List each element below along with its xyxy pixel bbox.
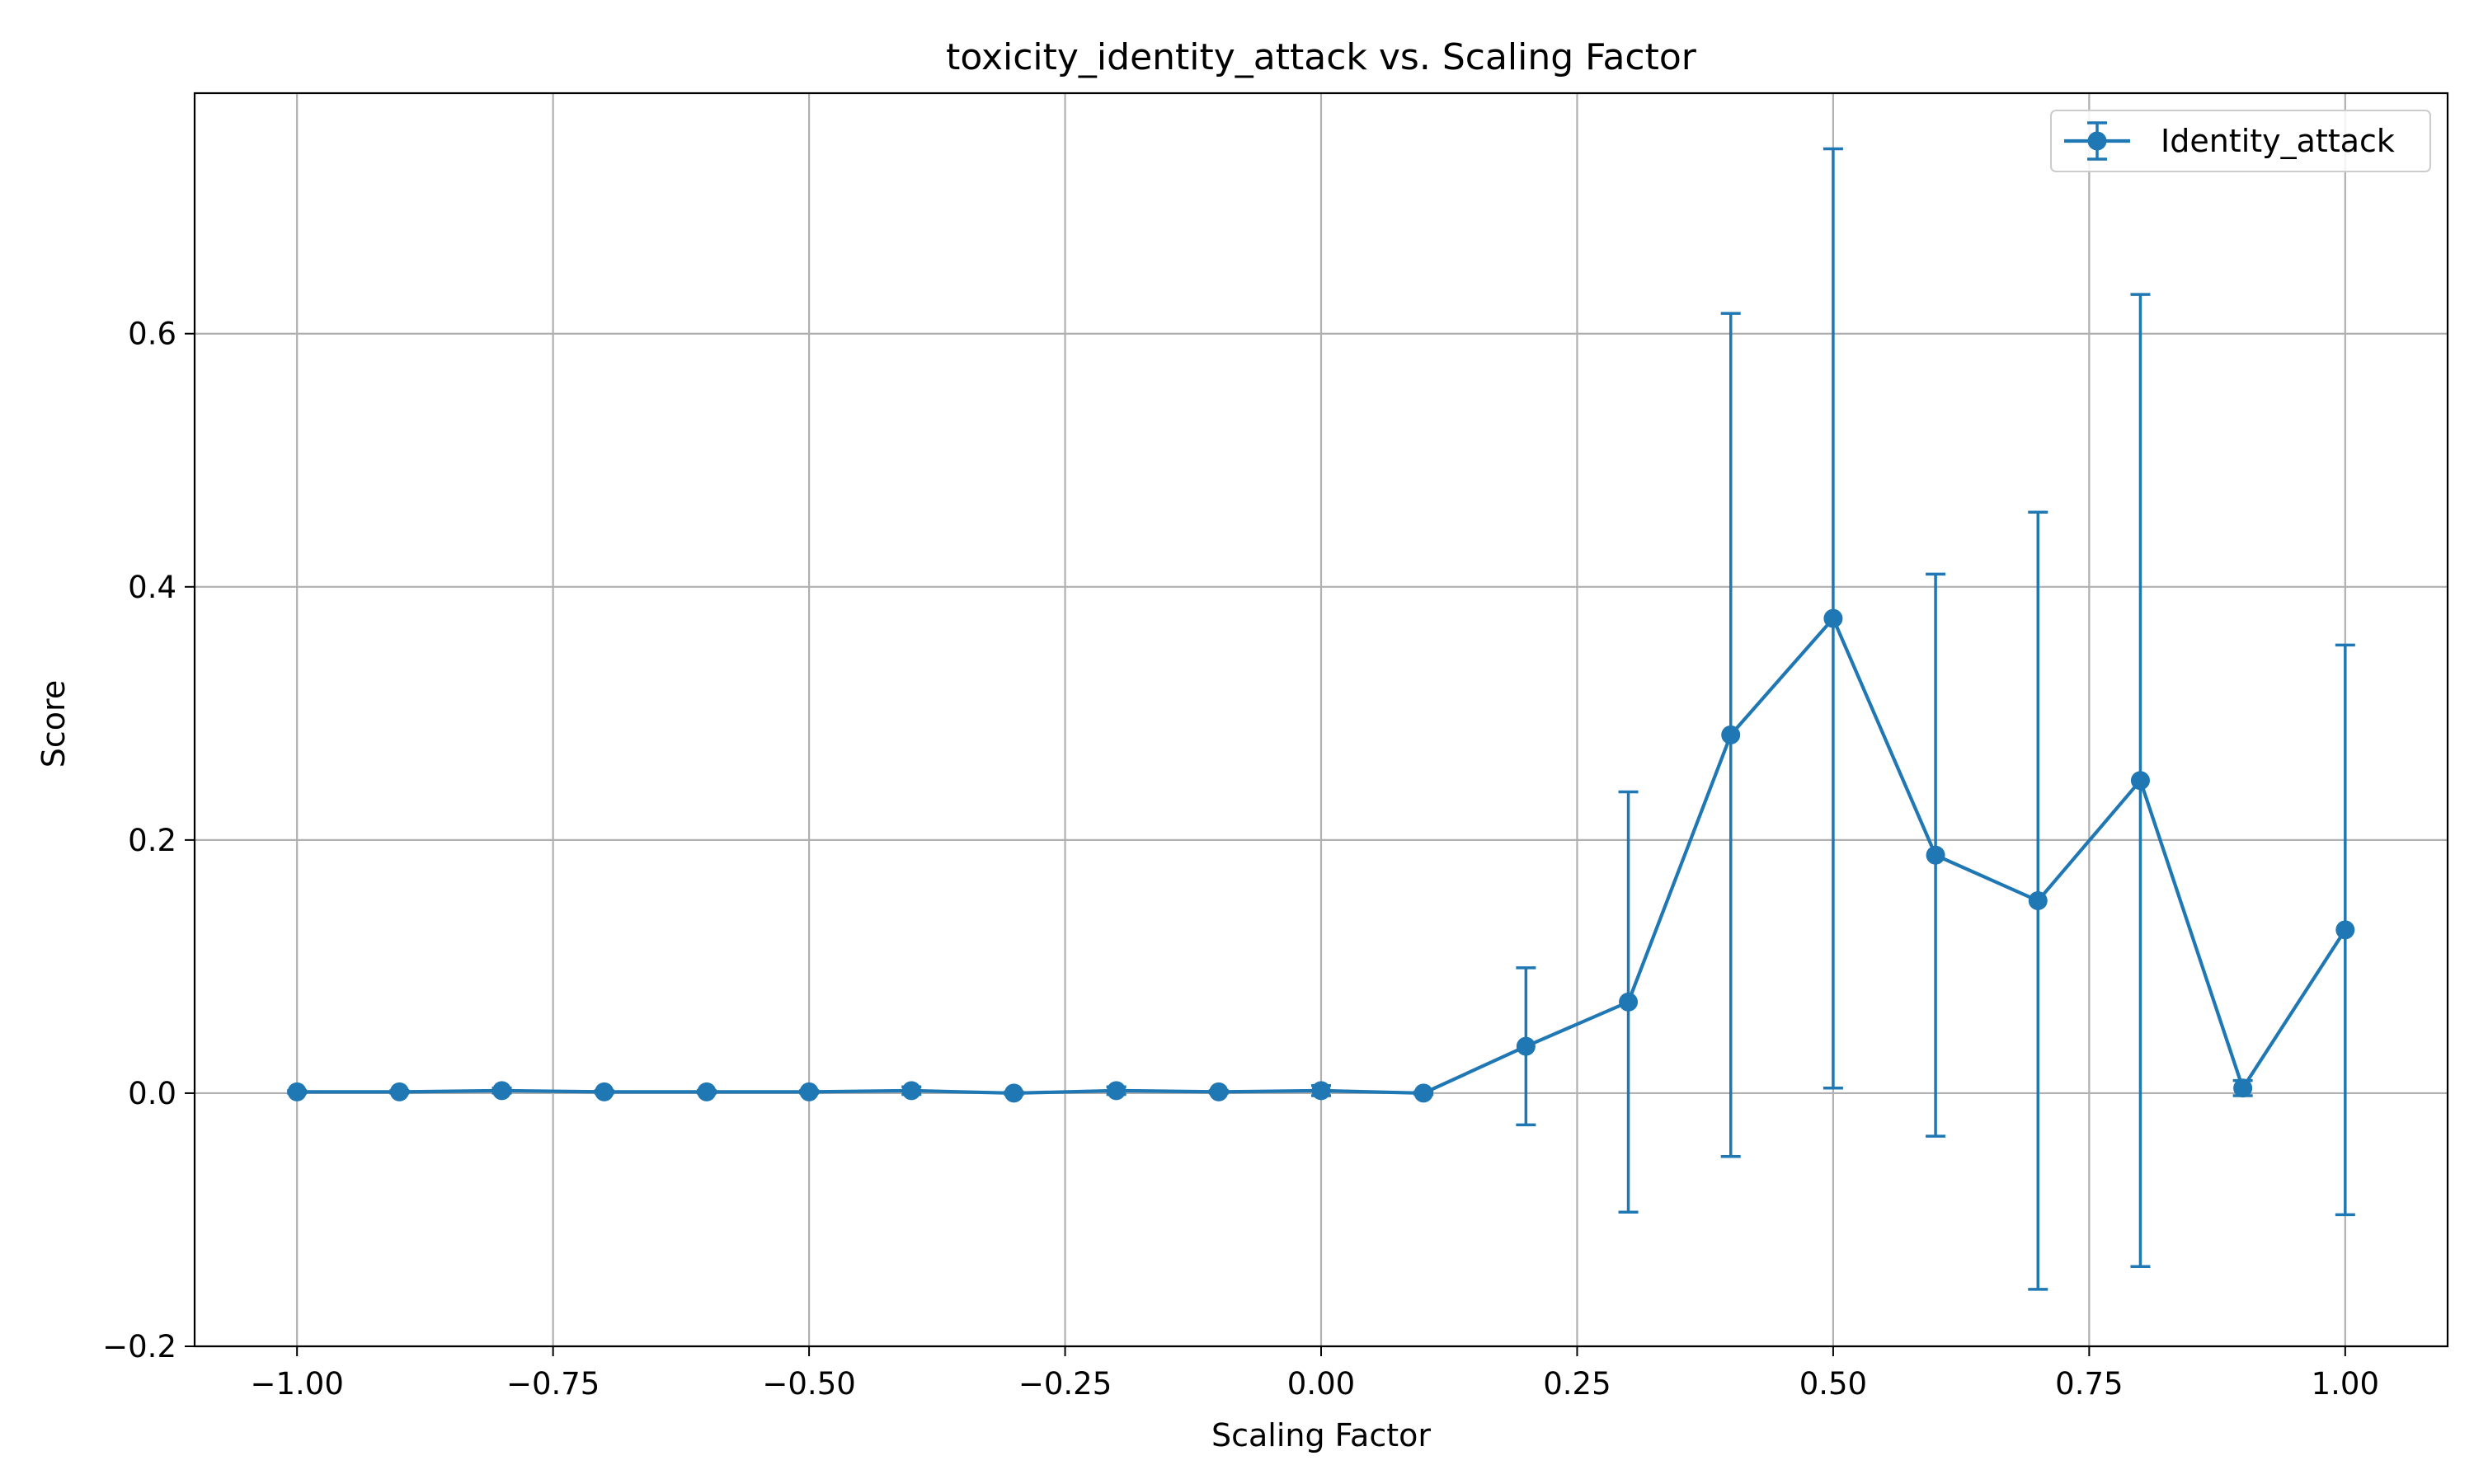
chart-title: toxicity_identity_attack vs. Scaling Fac…	[946, 36, 1697, 78]
x-axis-label: Scaling Factor	[1211, 1417, 1431, 1453]
y-axis-ticks: −0.2 0.0 0.2 0.4 0.6	[102, 317, 195, 1364]
data-point	[1721, 725, 1741, 744]
data-point	[595, 1082, 614, 1101]
legend-symbol-identity-attack	[2064, 121, 2130, 161]
data-point	[2335, 920, 2355, 940]
y-axis-label: Score	[35, 680, 72, 768]
data-point	[1516, 1036, 1536, 1056]
y-tick-label: 0.2	[128, 823, 176, 858]
x-tick-label: −1.00	[250, 1366, 343, 1402]
y-tick-label: 0.4	[128, 570, 176, 605]
data-point	[1413, 1083, 1433, 1103]
data-point	[1107, 1081, 1126, 1101]
x-tick-label: −0.75	[506, 1366, 600, 1402]
x-tick-label: 0.25	[1543, 1366, 1611, 1402]
series-identity-attack	[287, 147, 2355, 1291]
data-point	[2233, 1078, 2253, 1098]
x-tick-label: −0.50	[762, 1366, 855, 1402]
data-point	[799, 1082, 819, 1101]
data-point	[2028, 891, 2048, 911]
x-tick-label: 0.00	[1287, 1366, 1355, 1402]
data-point	[1311, 1081, 1331, 1101]
data-point	[287, 1082, 307, 1101]
data-point	[1004, 1083, 1023, 1103]
y-tick-label: 0.6	[128, 317, 176, 352]
legend-label-identity-attack: Identity_attack	[2161, 123, 2395, 159]
data-point	[901, 1081, 921, 1101]
x-axis-ticks: −1.00 −0.75 −0.50 −0.25 0.00 0.25 0.50 0.75 1.00	[250, 1346, 2379, 1402]
data-point	[1926, 845, 1945, 865]
legend: Identity_attack	[2050, 110, 2431, 172]
x-tick-label: 0.50	[1799, 1366, 1867, 1402]
data-point	[389, 1082, 409, 1101]
x-tick-label: 1.00	[2312, 1366, 2379, 1402]
x-tick-label: −0.25	[1018, 1366, 1112, 1402]
data-point	[2130, 771, 2150, 791]
series-layer	[287, 147, 2355, 1291]
data-point	[492, 1081, 512, 1101]
legend-marker	[2087, 131, 2107, 151]
data-point	[1619, 992, 1639, 1012]
legend-box	[2050, 110, 2431, 172]
y-tick-label: −0.2	[102, 1329, 176, 1364]
data-point	[1209, 1082, 1229, 1101]
y-tick-label: 0.0	[128, 1076, 176, 1111]
data-point	[697, 1082, 717, 1101]
data-point	[1823, 608, 1843, 628]
x-tick-label: 0.75	[2055, 1366, 2123, 1402]
